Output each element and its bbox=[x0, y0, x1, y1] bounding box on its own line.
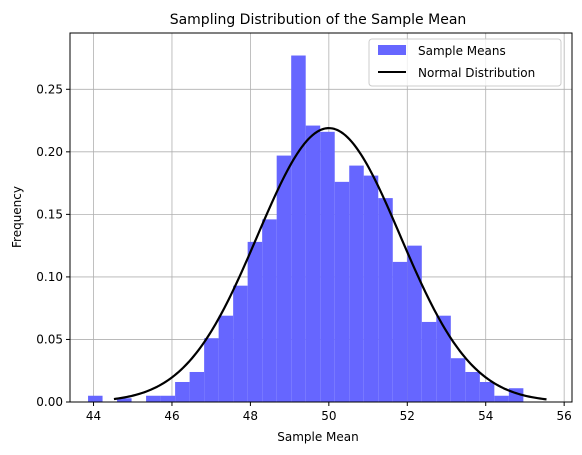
histogram-bar bbox=[363, 175, 379, 402]
histogram-bar bbox=[349, 165, 364, 402]
histogram-bar bbox=[88, 395, 103, 402]
legend: Sample Means Normal Distribution bbox=[368, 38, 562, 87]
normal-curve-layer bbox=[113, 127, 547, 401]
histogram-bar bbox=[247, 241, 263, 402]
legend-swatch-sample-means bbox=[378, 45, 406, 55]
histogram-bar bbox=[465, 371, 480, 402]
histogram-bar bbox=[218, 315, 234, 402]
histogram-bar bbox=[146, 395, 161, 402]
histogram-bar bbox=[117, 398, 132, 402]
y-tick-label: 0.00 bbox=[36, 395, 63, 409]
histogram-bar bbox=[494, 395, 509, 402]
histogram-bar bbox=[175, 381, 190, 402]
y-tick-label: 0.05 bbox=[36, 332, 63, 346]
histogram-bar bbox=[160, 395, 176, 402]
y-tick-label: 0.15 bbox=[36, 207, 63, 221]
histogram-bar bbox=[305, 125, 321, 402]
histogram-bar bbox=[189, 371, 205, 402]
y-axis-label: Frequency bbox=[10, 186, 24, 248]
histogram-bar bbox=[262, 219, 277, 402]
y-tick-label: 0.25 bbox=[36, 82, 63, 96]
x-tick-label: 44 bbox=[86, 409, 101, 423]
x-tick-label: 54 bbox=[478, 409, 493, 423]
x-tick-label: 52 bbox=[400, 409, 415, 423]
histogram-bar bbox=[291, 55, 306, 402]
legend-label-normal-distribution: Normal Distribution bbox=[418, 66, 535, 80]
y-axis-ticks: 0.00 0.05 0.10 0.15 0.20 0.25 bbox=[36, 82, 70, 409]
histogram-bar bbox=[407, 245, 422, 402]
chart-title: Sampling Distribution of the Sample Mean bbox=[170, 12, 467, 28]
histogram-bars bbox=[88, 55, 524, 402]
x-axis-ticks: 44 46 48 50 52 54 56 bbox=[86, 402, 572, 423]
plot-frame bbox=[69, 32, 573, 403]
histogram-bar bbox=[276, 155, 292, 402]
histogram-bar bbox=[334, 181, 350, 402]
x-tick-label: 56 bbox=[557, 409, 572, 423]
histogram-bar bbox=[436, 315, 451, 402]
histogram-bar bbox=[233, 285, 248, 402]
x-tick-label: 48 bbox=[243, 409, 258, 423]
histogram-bar bbox=[421, 321, 437, 402]
normal-distribution-curve bbox=[113, 127, 547, 401]
histogram-bar bbox=[392, 261, 408, 402]
legend-box bbox=[368, 38, 562, 87]
y-tick-label: 0.20 bbox=[36, 145, 63, 159]
histogram-bar bbox=[479, 381, 495, 402]
histogram-bar bbox=[378, 198, 393, 402]
y-tick-label: 0.10 bbox=[36, 270, 63, 284]
x-tick-label: 46 bbox=[164, 409, 179, 423]
histogram-bar bbox=[320, 131, 335, 402]
histogram-bar bbox=[204, 338, 219, 402]
x-axis-label: Sample Mean bbox=[277, 430, 359, 444]
histogram-bar bbox=[450, 358, 466, 402]
legend-label-sample-means: Sample Means bbox=[418, 44, 506, 58]
x-tick-label: 50 bbox=[321, 409, 336, 423]
